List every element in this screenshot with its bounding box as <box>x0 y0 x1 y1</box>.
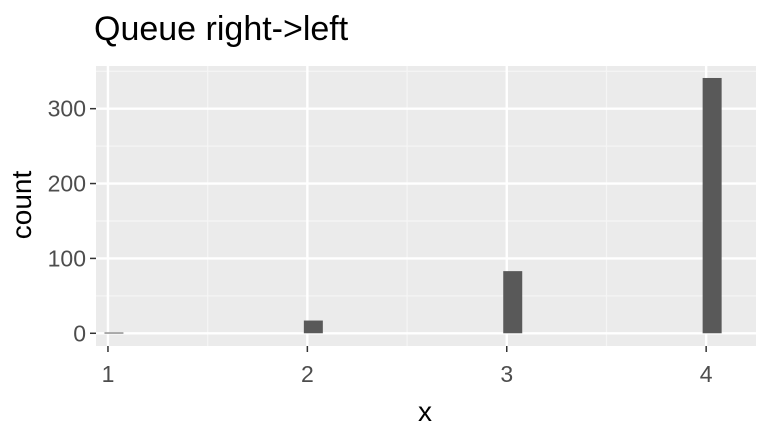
x-axis: 1 2 3 4 <box>102 346 713 387</box>
bar-1 <box>104 332 124 334</box>
bar-3 <box>503 271 523 334</box>
y-axis: 0 100 200 300 <box>48 96 96 346</box>
y-axis-title: count <box>6 171 37 240</box>
x-tick-label: 2 <box>301 361 314 387</box>
y-tick-label: 300 <box>48 96 86 122</box>
y-tick-label: 200 <box>48 171 86 197</box>
y-tick-label: 100 <box>48 245 86 271</box>
chart-title: Queue right->left <box>94 10 349 48</box>
y-tick-label: 0 <box>73 320 86 346</box>
bars <box>104 77 722 334</box>
plot-panel <box>96 66 756 346</box>
bar-2 <box>303 320 323 334</box>
x-tick-label: 4 <box>700 361 713 387</box>
bar-4 <box>702 77 722 334</box>
x-axis-title: x <box>418 396 432 427</box>
x-tick-label: 3 <box>500 361 513 387</box>
x-tick-label: 1 <box>102 361 115 387</box>
